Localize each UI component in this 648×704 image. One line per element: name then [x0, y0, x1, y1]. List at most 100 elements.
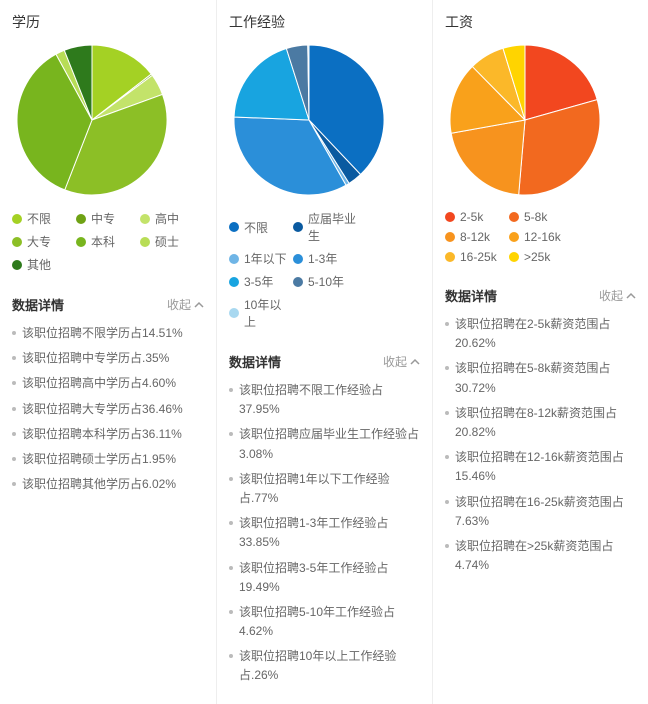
legend-item: 高中	[140, 210, 204, 227]
legend-label: 硕士	[155, 233, 179, 250]
legend-swatch	[509, 232, 519, 242]
detail-item: 该职位招聘高中学历占4.60%	[12, 374, 204, 393]
legend-label: 2-5k	[460, 210, 483, 224]
legend-item: 5-10年	[293, 273, 357, 290]
detail-list: 该职位招聘不限学历占14.51% 该职位招聘中专学历占.35% 该职位招聘高中学历占…	[12, 324, 204, 494]
legend-swatch	[293, 222, 303, 232]
collapse-label: 收起	[599, 287, 623, 304]
legend-swatch	[76, 237, 86, 247]
chart-column: 工作经验不限 应届毕业生 1年以下 1-3年 3-5年 5-10年 10年以上数据详情 收起该…	[216, 0, 432, 704]
detail-item: 该职位招聘在>25k薪资范围占4.74%	[445, 537, 636, 575]
legend-label: >25k	[524, 250, 550, 264]
legend-label: 大专	[27, 233, 51, 250]
legend-item: 2-5k	[445, 210, 509, 224]
detail-item: 该职位招聘1-3年工作经验占33.85%	[229, 514, 420, 552]
legend-swatch	[293, 277, 303, 287]
column-title: 工作经验	[229, 12, 420, 32]
detail-item: 该职位招聘中专学历占.35%	[12, 349, 204, 368]
collapse-button[interactable]: 收起	[167, 296, 204, 313]
legend-item: 其他	[12, 256, 76, 273]
legend-item: 1年以下	[229, 250, 293, 267]
legend-swatch	[509, 212, 519, 222]
detail-item: 该职位招聘硕士学历占1.95%	[12, 450, 204, 469]
detail-item: 该职位招聘不限工作经验占37.95%	[229, 381, 420, 419]
legend-label: 1年以下	[244, 250, 287, 267]
detail-item: 该职位招聘在12-16k薪资范围占15.46%	[445, 448, 636, 486]
legend-item: 应届毕业生	[293, 210, 357, 244]
legend-swatch	[445, 232, 455, 242]
detail-item: 该职位招聘在2-5k薪资范围占20.62%	[445, 315, 636, 353]
legend-label: 1-3年	[308, 250, 337, 267]
detail-header: 数据详情 收起	[12, 295, 204, 314]
detail-title: 数据详情	[229, 352, 281, 371]
detail-header: 数据详情 收起	[229, 352, 420, 371]
detail-item: 该职位招聘应届毕业生工作经验占3.08%	[229, 425, 420, 463]
collapse-label: 收起	[167, 296, 191, 313]
legend-item: 中专	[76, 210, 140, 227]
detail-item: 该职位招聘其他学历占6.02%	[12, 475, 204, 494]
detail-title: 数据详情	[445, 286, 497, 305]
column-title: 工资	[445, 12, 636, 32]
detail-title: 数据详情	[12, 295, 64, 314]
legend-swatch	[509, 252, 519, 262]
legend-item: 3-5年	[229, 273, 293, 290]
detail-item: 该职位招聘在8-12k薪资范围占20.82%	[445, 404, 636, 442]
legend-item: >25k	[509, 250, 573, 264]
legend-label: 10年以上	[244, 296, 293, 330]
legend-label: 3-5年	[244, 273, 273, 290]
legend-label: 应届毕业生	[308, 210, 357, 244]
detail-item: 该职位招聘本科学历占36.11%	[12, 425, 204, 444]
legend-label: 5-8k	[524, 210, 547, 224]
detail-item: 该职位招聘不限学历占14.51%	[12, 324, 204, 343]
legend-item: 1-3年	[293, 250, 357, 267]
legend-label: 中专	[91, 210, 115, 227]
chart-column: 工资 2-5k 5-8k 8-12k 12-16k 16-25k >25k 数据详情 收起该职位…	[432, 0, 648, 704]
legend-swatch	[76, 214, 86, 224]
chart-column: 学历不限中专高中大专本科硕士其他数据详情收起该职位招聘不限学历占14.51%该职…	[0, 0, 216, 704]
legend-swatch	[140, 214, 150, 224]
detail-item: 该职位招聘在16-25k薪资范围占7.63%	[445, 493, 636, 531]
legend-item: 16-25k	[445, 250, 509, 264]
chevron-up-icon	[194, 300, 204, 310]
legend: 不限 应届毕业生 1年以下 1-3年 3-5年 5-10年 10年以上	[229, 210, 420, 336]
legend-item: 不限	[229, 210, 293, 244]
legend-item: 大专	[12, 233, 76, 250]
chevron-up-icon	[626, 291, 636, 301]
legend-swatch	[140, 237, 150, 247]
collapse-label: 收起	[383, 353, 407, 370]
detail-list: 该职位招聘不限工作经验占37.95% 该职位招聘应届毕业生工作经验占3.08% 该职…	[229, 381, 420, 686]
legend-item: 12-16k	[509, 230, 573, 244]
columns-container: 学历不限中专高中大专本科硕士其他数据详情收起该职位招聘不限学历占14.51%该职…	[0, 0, 648, 704]
legend-label: 8-12k	[460, 230, 490, 244]
detail-item: 该职位招聘5-10年工作经验占4.62%	[229, 603, 420, 641]
legend-label: 不限	[27, 210, 51, 227]
legend: 不限 中专 高中大专 本科硕士其他	[12, 210, 204, 279]
pie-chart	[12, 40, 172, 200]
detail-header: 数据详情 收起	[445, 286, 636, 305]
legend-item: 不限	[12, 210, 76, 227]
legend-label: 12-16k	[524, 230, 561, 244]
detail-list: 该职位招聘在2-5k薪资范围占20.62%该职位招聘在5-8k薪资范围占30.7…	[445, 315, 636, 575]
collapse-button[interactable]: 收起	[599, 287, 636, 304]
legend-swatch	[12, 214, 22, 224]
legend-swatch	[229, 277, 239, 287]
collapse-button[interactable]: 收起	[383, 353, 420, 370]
legend-label: 高中	[155, 210, 179, 227]
pie-chart	[445, 40, 605, 200]
legend-swatch	[229, 254, 239, 264]
legend-label: 16-25k	[460, 250, 497, 264]
legend-swatch	[445, 212, 455, 222]
legend-swatch	[229, 308, 239, 318]
legend-label: 5-10年	[308, 273, 344, 290]
legend: 2-5k 5-8k 8-12k 12-16k 16-25k >25k	[445, 210, 636, 270]
detail-item: 该职位招聘10年以上工作经验占.26%	[229, 647, 420, 685]
legend-swatch	[293, 254, 303, 264]
pie-chart	[229, 40, 389, 200]
legend-item: 5-8k	[509, 210, 573, 224]
legend-label: 不限	[244, 219, 268, 236]
column-title: 学历	[12, 12, 204, 32]
legend-item: 本科	[76, 233, 140, 250]
chevron-up-icon	[410, 357, 420, 367]
detail-item: 该职位招聘大专学历占36.46%	[12, 400, 204, 419]
detail-item: 该职位招聘3-5年工作经验占19.49%	[229, 559, 420, 597]
